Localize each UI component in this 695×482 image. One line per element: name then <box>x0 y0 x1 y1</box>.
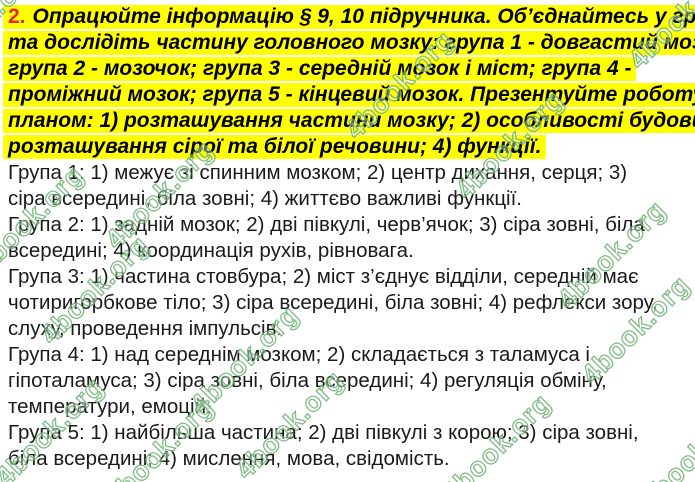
answer-line: Група 4: 1) над середнім мозком; 2) скла… <box>8 343 590 366</box>
highlighted-text: проміжний мозок; група 5 - кінцевий мозо… <box>3 83 695 107</box>
task-number: 2. <box>8 5 26 28</box>
highlighted-text: 2. Опрацюйте інформацію § 9, 10 підручник… <box>3 5 695 29</box>
answer-line: сіра всередині, біла зовні; 4) життєво в… <box>8 187 523 210</box>
task-text: Опрацюйте інформацію § 9, 10 підручника.… <box>32 5 695 28</box>
answer-line: всередині; 4) координація рухів, рівнова… <box>8 239 414 262</box>
answer-line: Група 2: 1) задній мозок; 2) дві півкулі… <box>8 213 645 236</box>
answer-line: гіпоталамуса; 3) сіра зовні, біла всеред… <box>8 369 607 392</box>
task-line: планом: 1) розташування частини мозку; 2… <box>3 108 695 134</box>
task-line: група 2 - мозочок; група 3 - середній мо… <box>3 56 695 82</box>
answer-line: слуху, проведення імпульсів. <box>8 317 283 340</box>
task-line: та дослідіть частину головного мозку: гр… <box>3 30 695 56</box>
highlighted-text: група 2 - мозочок; група 3 - середній мо… <box>3 57 637 81</box>
task-line: проміжний мозок; група 5 - кінцевий мозо… <box>3 82 695 108</box>
answer-line: Група 3: 1) частина стовбура; 2) міст з’… <box>8 265 639 288</box>
answer-line: температури, емоцій. <box>8 395 212 418</box>
task-line: розташування сірої та білої речовини; 4)… <box>3 134 695 160</box>
highlighted-text: планом: 1) розташування частини мозку; 2… <box>3 109 695 133</box>
highlighted-text: розташування сірої та білої речовини; 4)… <box>3 135 547 159</box>
answer-line: Група 1: 1) межує зі спинним мозком; 2) … <box>8 161 628 184</box>
answer-line: Група 5: 1) найбільша частина; 2) дві пі… <box>8 421 639 444</box>
task-line: 2. Опрацюйте інформацію § 9, 10 підручник… <box>3 4 695 30</box>
answer-line: біла всередині; 4) мислення, мова, свідо… <box>8 447 450 470</box>
answer-line: чотиригорбкове тіло; 3) сіра всередині, … <box>8 291 658 314</box>
highlighted-text: та дослідіть частину головного мозку: гр… <box>3 31 695 55</box>
text-content: 2. Опрацюйте інформацію § 9, 10 підручник… <box>3 4 695 470</box>
